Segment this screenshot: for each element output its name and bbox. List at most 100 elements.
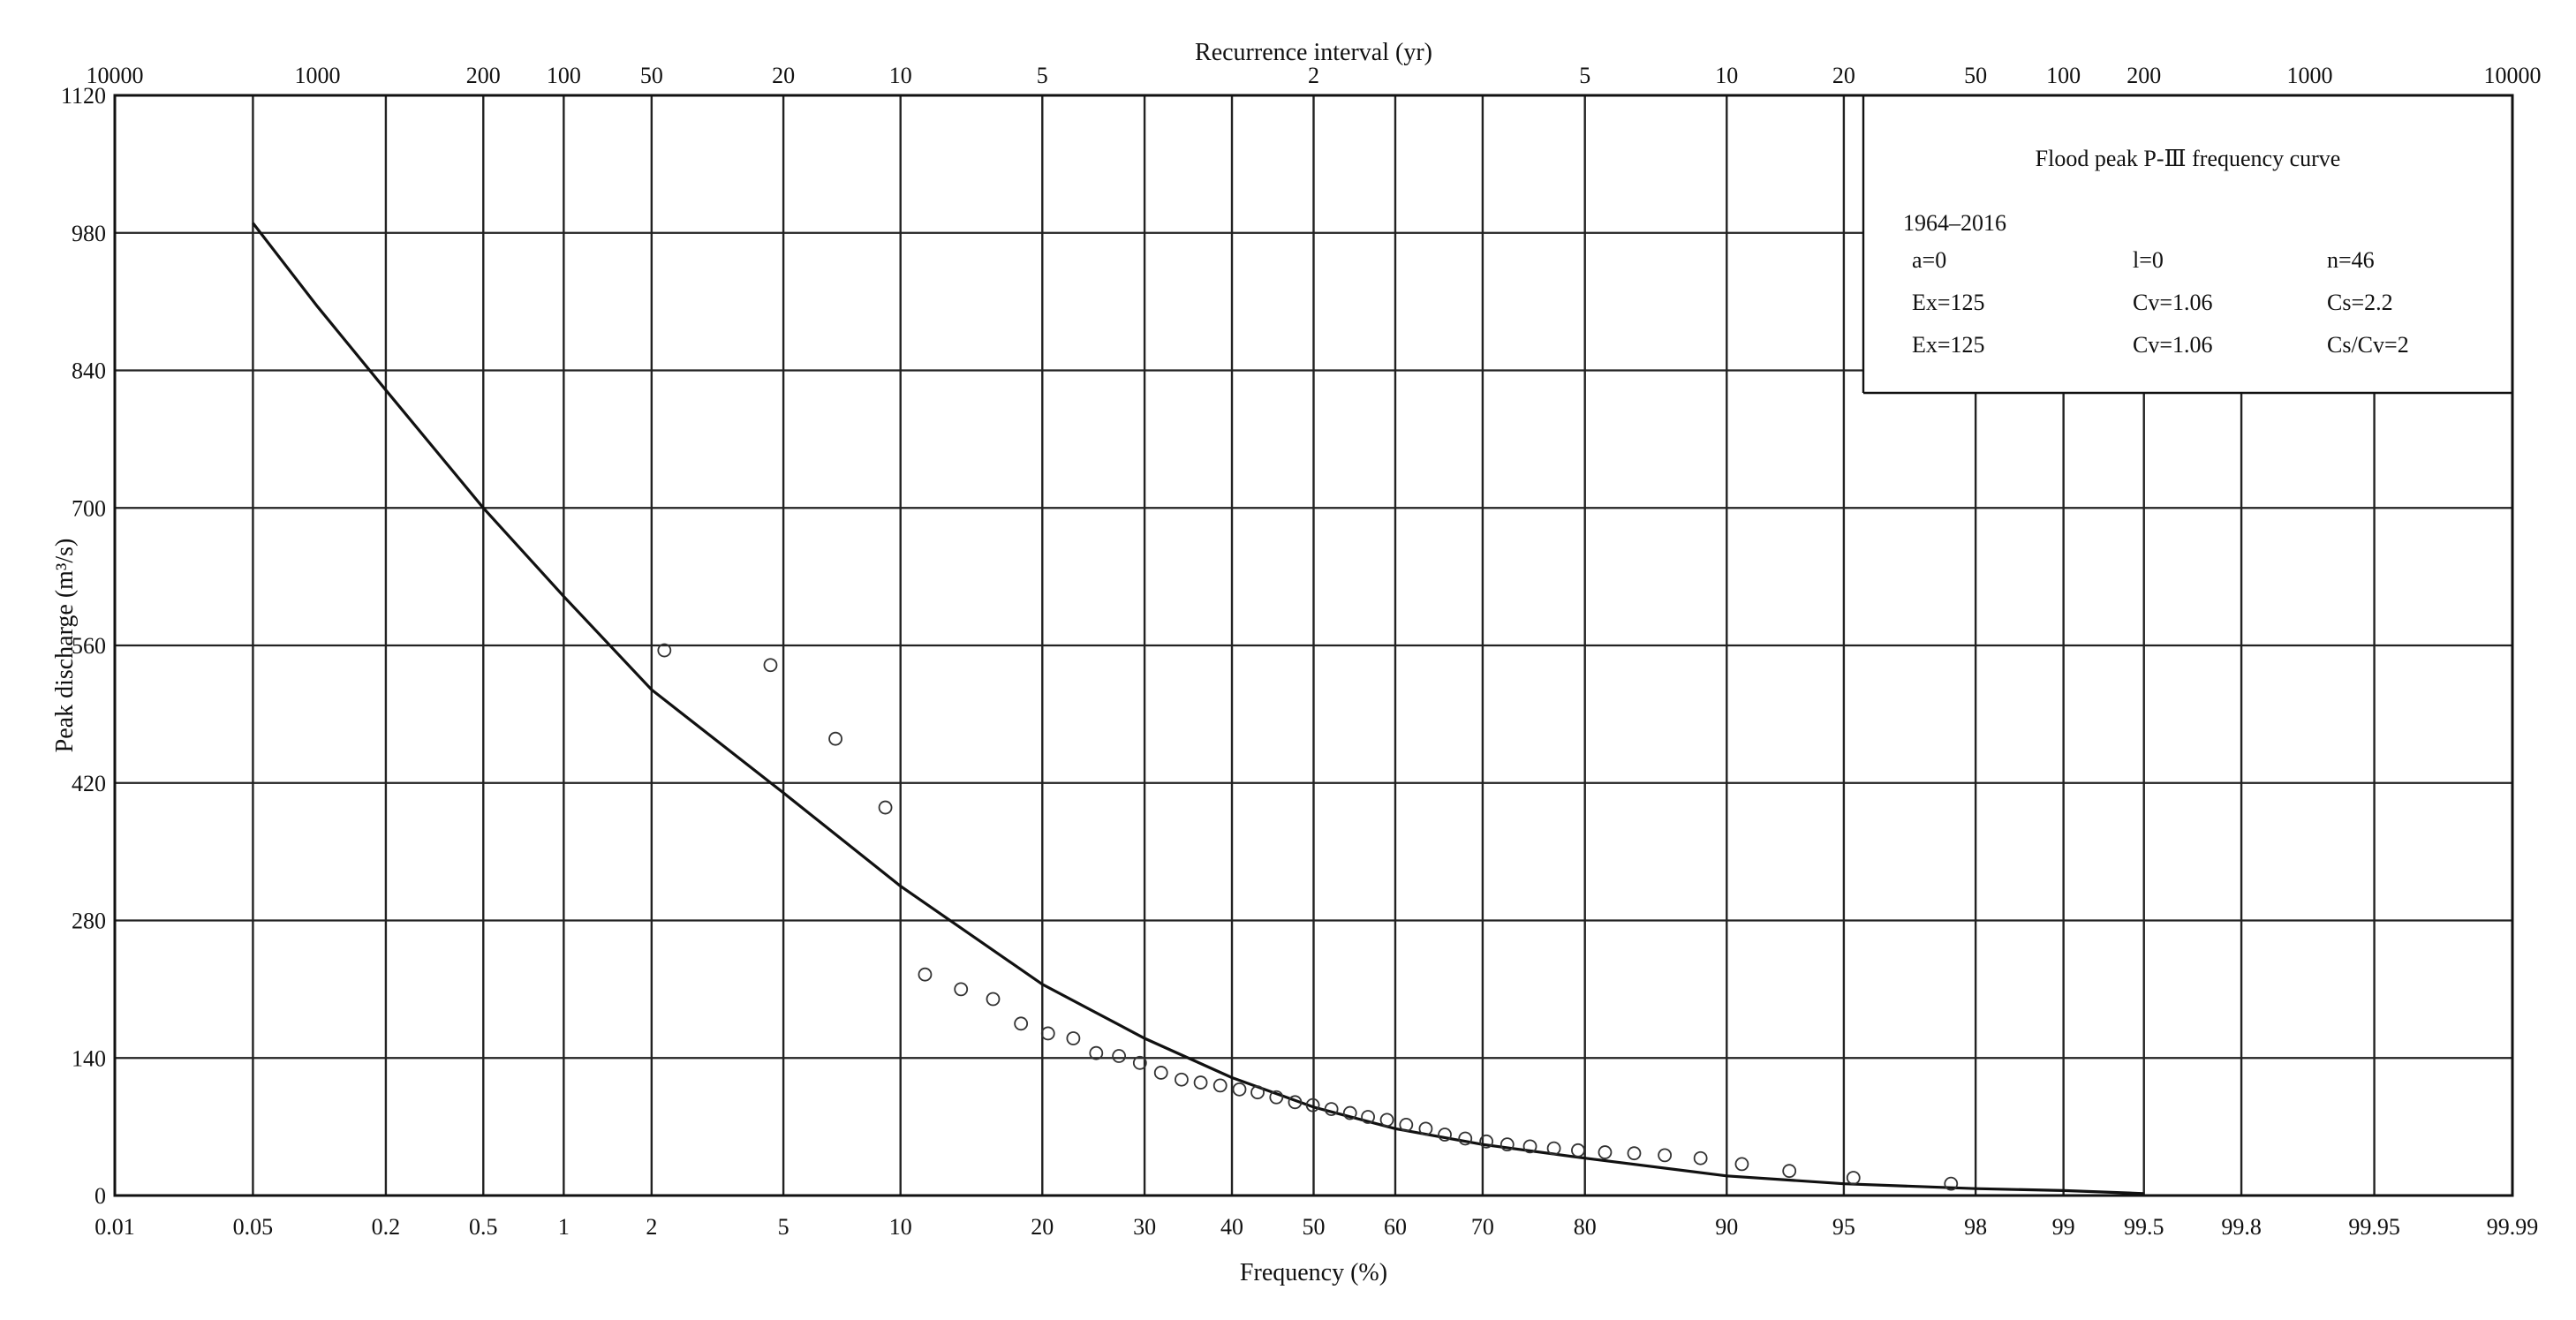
top-tick-label: 1000 [295, 63, 341, 88]
legend-parameter: Ex=125 [1912, 332, 1985, 358]
observed-data-point [1846, 1171, 1861, 1185]
x-tick-label: 0.5 [469, 1214, 498, 1240]
x-tick-label: 99 [2052, 1214, 2075, 1240]
x-tick-label: 0.2 [372, 1214, 401, 1240]
top-tick-label: 10 [1715, 63, 1738, 88]
top-tick-label: 200 [2127, 63, 2161, 88]
observed-data-point [1175, 1072, 1189, 1087]
top-tick-label: 5 [1579, 63, 1590, 88]
observed-data-point [1418, 1121, 1433, 1136]
y-tick-label: 560 [72, 633, 106, 659]
x-tick-label: 20 [1031, 1214, 1054, 1240]
x-tick-label: 40 [1220, 1214, 1243, 1240]
observed-data-point [1288, 1095, 1303, 1110]
x-tick-label: 1 [558, 1214, 570, 1240]
x-tick-label: 0.05 [233, 1214, 274, 1240]
observed-data-point [1153, 1066, 1168, 1080]
observed-data-point [954, 982, 969, 997]
observed-data-point [1944, 1176, 1959, 1191]
observed-data-point [1658, 1148, 1673, 1163]
series-layer [252, 222, 2144, 1196]
fitted-frequency-curve [252, 222, 2144, 1196]
y-tick-label: 840 [72, 358, 106, 384]
x-tick-label: 10 [889, 1214, 912, 1240]
observed-data-point [1734, 1157, 1749, 1172]
top-tick-label: 50 [640, 63, 663, 88]
observed-data-point [1361, 1110, 1375, 1124]
y-tick-label: 980 [72, 221, 106, 246]
legend-title: Flood peak P-Ⅲ frequency curve [2036, 146, 2341, 171]
x-tick-label: 95 [1832, 1214, 1855, 1240]
observed-data-point [1458, 1131, 1473, 1146]
observed-data-point [1522, 1139, 1537, 1154]
y-tick-label: 280 [72, 909, 106, 934]
observed-data-point [1014, 1016, 1029, 1031]
legend-parameter: Cs=2.2 [2327, 290, 2393, 315]
observed-data-point [1193, 1075, 1208, 1090]
observed-data-point [1627, 1146, 1642, 1161]
top-tick-label: 100 [2046, 63, 2081, 88]
observed-data-point [1342, 1105, 1357, 1120]
legend-parameter: n=46 [2327, 247, 2375, 273]
axes-layer: 0.01 0.05 0.2 0.5 1 2 5 10 20 30 40 50 60 70 80 90 95 98 9… [61, 63, 2542, 1240]
x-tick-label: 70 [1471, 1214, 1494, 1240]
observed-data-point [657, 643, 672, 658]
observed-data-point [1066, 1031, 1081, 1045]
observed-data-point [918, 967, 933, 982]
x-tick-label: 0.01 [94, 1214, 135, 1240]
legend-parameter: a=0 [1912, 247, 1946, 273]
observed-data-point [1040, 1026, 1055, 1041]
observed-data-point [1693, 1150, 1708, 1165]
x-tick-label: 80 [1574, 1214, 1597, 1240]
y-tick-label: 140 [72, 1045, 106, 1071]
x-tick-label: 60 [1384, 1214, 1407, 1240]
x-tick-label: 99.95 [2348, 1214, 2400, 1240]
top-tick-label: 20 [1832, 63, 1855, 88]
top-tick-label: 1000 [2286, 63, 2332, 88]
x-axis-title: Frequency (%) [1240, 1259, 1387, 1286]
observed-data-point [1232, 1082, 1247, 1097]
x-tick-label: 2 [646, 1214, 657, 1240]
observed-data-point [1571, 1143, 1585, 1158]
top-axis-title: Recurrence interval (yr) [1195, 39, 1432, 66]
top-tick-label: 10 [889, 63, 912, 88]
observed-data-point [878, 800, 893, 815]
x-tick-label: 99.99 [2487, 1214, 2539, 1240]
observed-data-point [1782, 1164, 1797, 1179]
x-tick-label: 99.5 [2124, 1214, 2164, 1240]
legend-period: 1964–2016 [1903, 210, 2006, 236]
top-tick-label: 2 [1308, 63, 1319, 88]
y-tick-label: 1120 [61, 83, 106, 109]
observed-data-point [1132, 1055, 1147, 1070]
y-tick-label: 0 [94, 1183, 106, 1209]
observed-data-point [1438, 1128, 1452, 1142]
legend-parameter: l=0 [2133, 247, 2164, 273]
x-tick-label: 50 [1303, 1214, 1326, 1240]
observed-data-point [1324, 1102, 1339, 1116]
observed-data-point [1399, 1118, 1414, 1132]
legend-parameter: Cv=1.06 [2133, 332, 2213, 358]
legend-parameter: Ex=125 [1912, 290, 1985, 315]
x-tick-label: 99.8 [2221, 1214, 2262, 1240]
y-tick-label: 420 [72, 771, 106, 796]
legend-parameter: Cv=1.06 [2133, 290, 2213, 315]
observed-data-point [1212, 1078, 1228, 1093]
x-tick-label: 90 [1715, 1214, 1738, 1240]
top-tick-label: 20 [772, 63, 795, 88]
observed-data-point [1500, 1137, 1515, 1152]
top-tick-label: 10000 [2484, 63, 2542, 88]
observed-data-point [1250, 1085, 1265, 1100]
plot-frame [113, 94, 2514, 1197]
legend-parameter: Cs/Cv=2 [2327, 332, 2409, 358]
observed-data-point [1269, 1090, 1284, 1105]
grid-layer [115, 95, 2512, 1196]
observed-data-point [1546, 1141, 1561, 1156]
observed-data-point [1598, 1145, 1613, 1159]
observed-data-point [986, 992, 1001, 1007]
top-tick-label: 5 [1037, 63, 1048, 88]
x-tick-label: 30 [1133, 1214, 1156, 1240]
x-tick-label: 98 [1964, 1214, 1987, 1240]
top-tick-label: 10000 [87, 63, 144, 88]
y-tick-label: 700 [72, 495, 106, 521]
y-axis-title: Peak discharge (m³/s) [51, 539, 79, 753]
